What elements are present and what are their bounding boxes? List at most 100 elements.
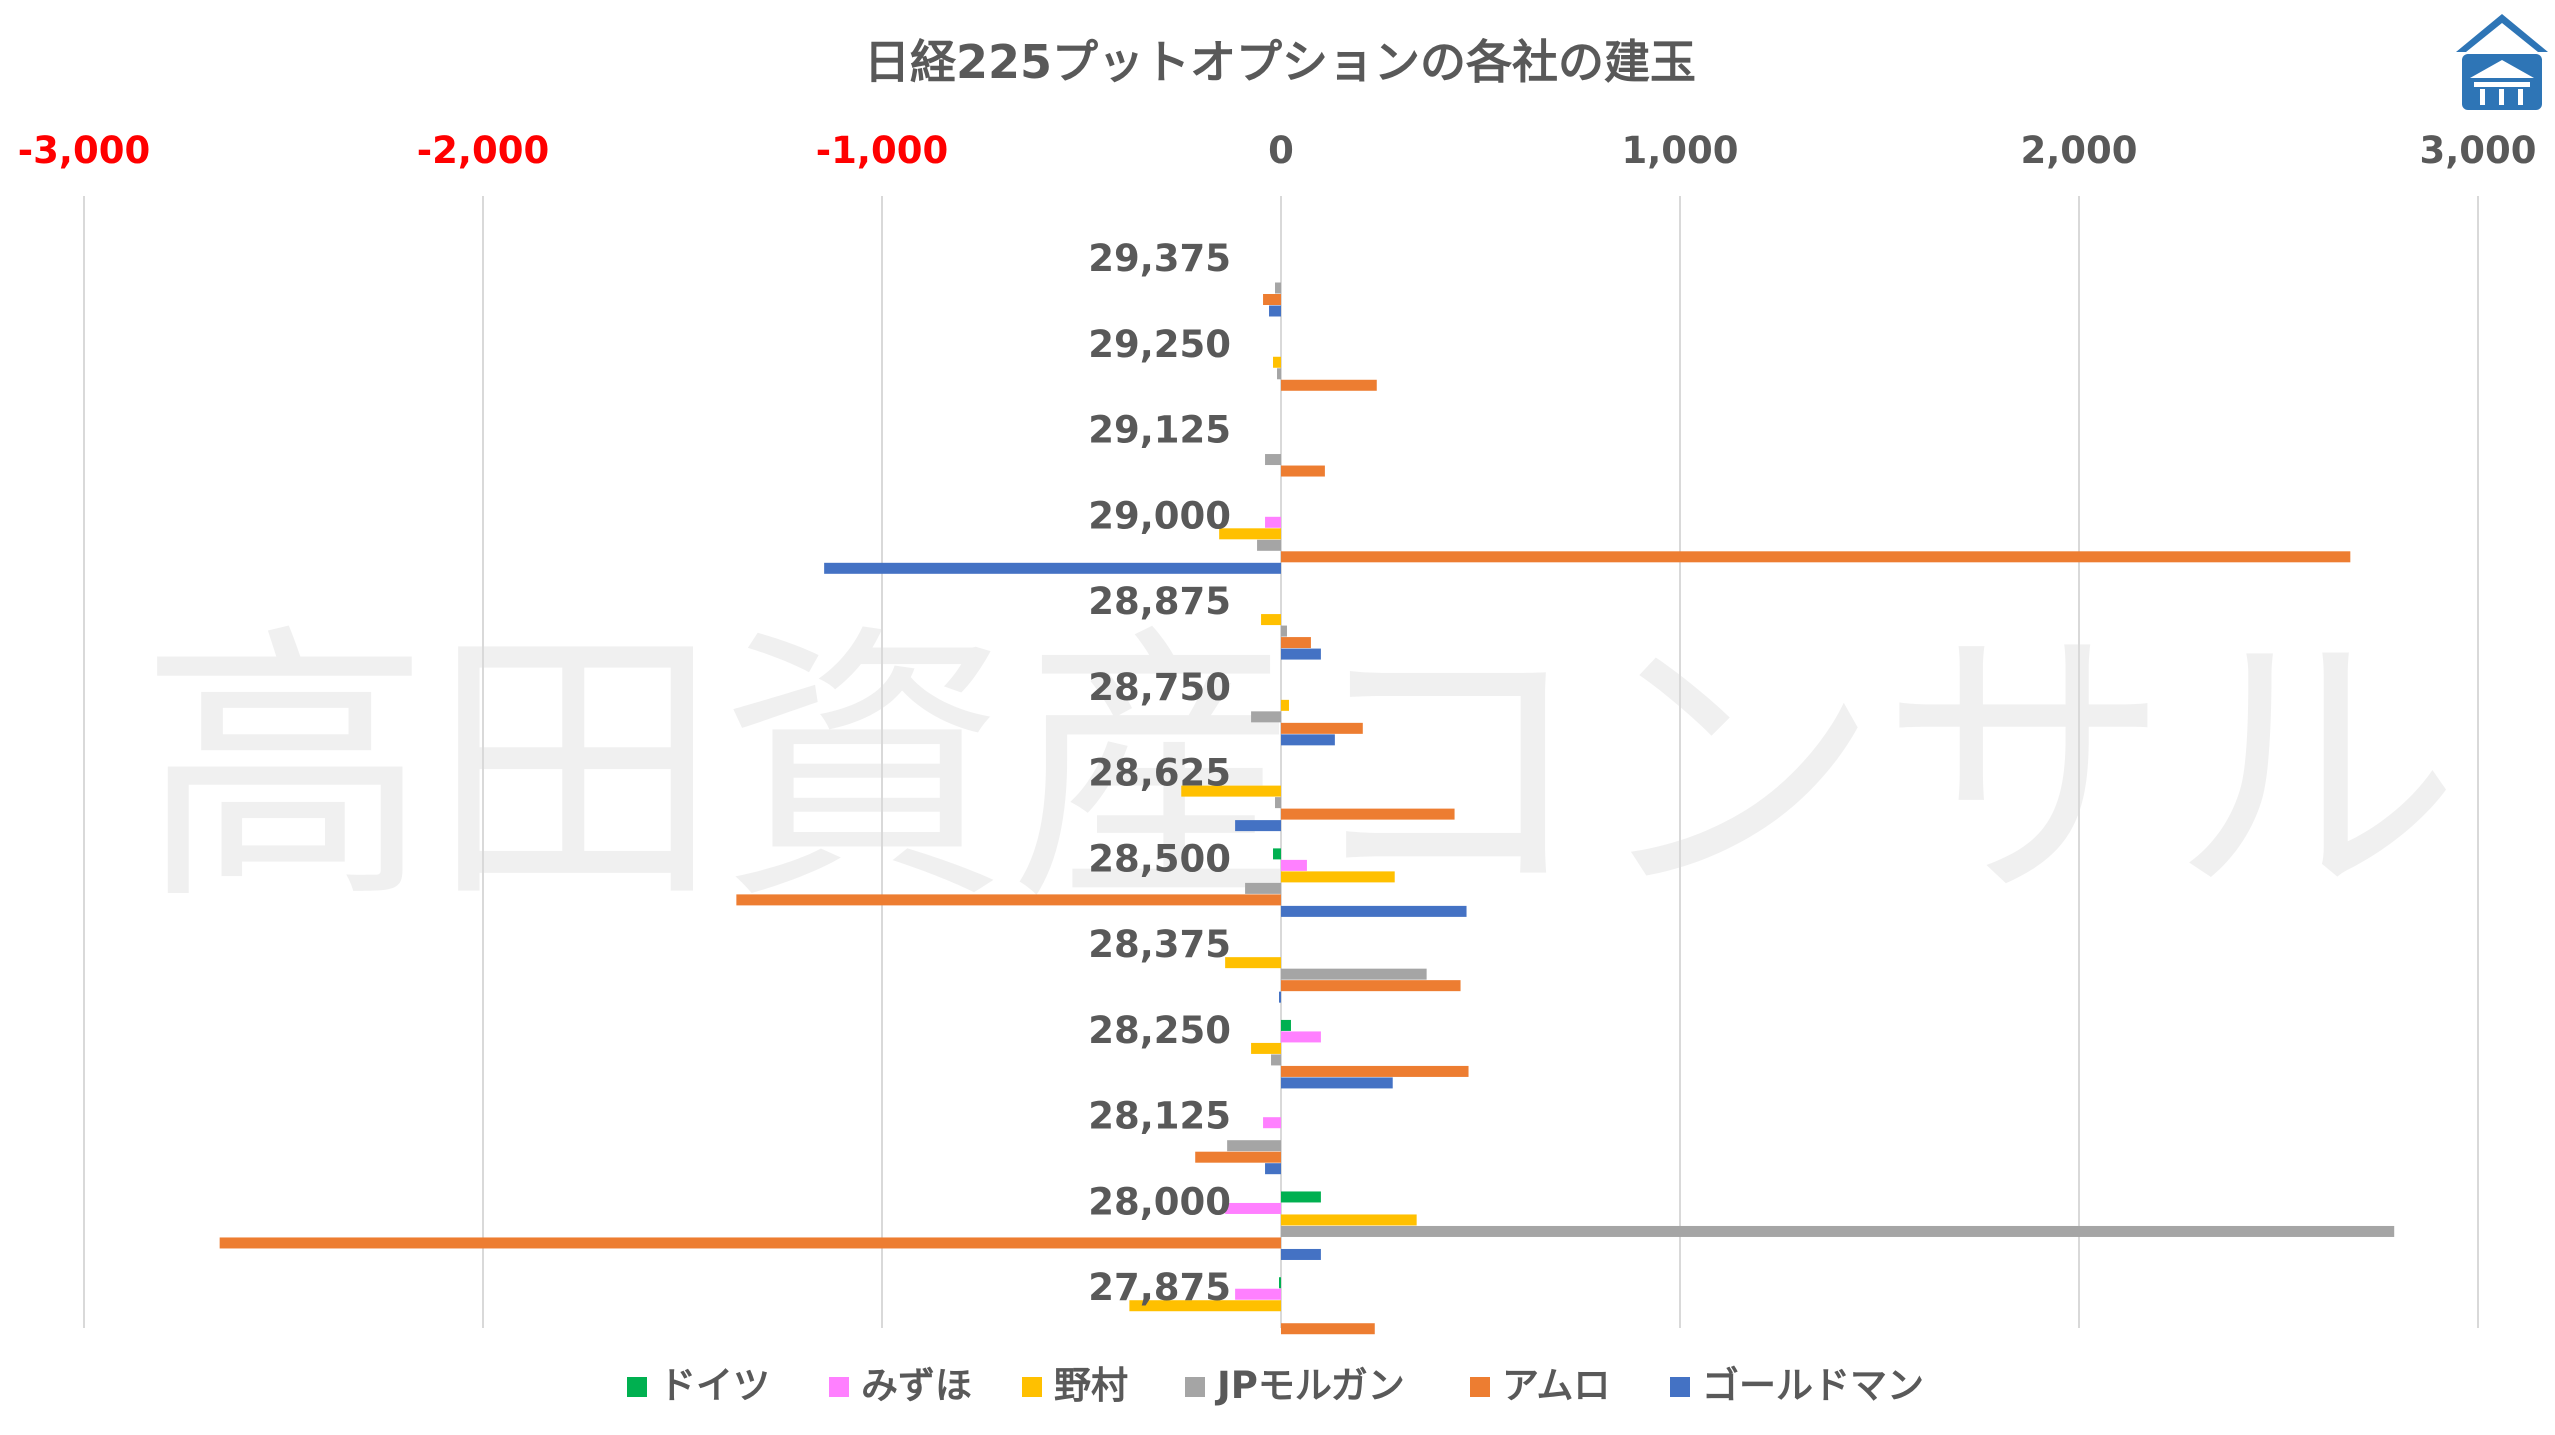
bar-ドイツ-27,875	[1279, 1277, 1282, 1289]
bar-JPモルガン-28,000	[1281, 1225, 2395, 1237]
bar-みずほ-28,125	[1263, 1117, 1281, 1129]
bar-アムロ-28,125	[1195, 1151, 1281, 1163]
bar-アムロ-29,375	[1263, 294, 1281, 305]
legend-swatch	[829, 1377, 849, 1397]
category-label-7: 28,500	[1088, 837, 1231, 880]
category-label-6: 28,625	[1088, 752, 1231, 795]
bar-野村-29,250	[1273, 356, 1281, 368]
bar-ゴールドマン-28,750	[1281, 734, 1335, 746]
category-label-9: 28,250	[1088, 1009, 1231, 1052]
category-label-10: 28,125	[1088, 1095, 1231, 1138]
bar-JPモルガン-28,875	[1281, 625, 1287, 637]
legend-item-2: 野村	[1022, 1364, 1128, 1407]
category-label-3: 29,000	[1088, 494, 1231, 537]
bar-みずほ-28,250	[1281, 1031, 1321, 1043]
bar-野村-28,750	[1281, 699, 1289, 711]
bar-みずほ-28,500	[1281, 859, 1307, 871]
bar-ゴールドマン-28,125	[1265, 1163, 1281, 1175]
category-label-5: 28,750	[1088, 666, 1231, 709]
category-label-4: 28,875	[1088, 580, 1231, 623]
x-tick-label-5: 2,000	[2020, 129, 2137, 172]
x-tick-label-1: -2,000	[417, 129, 549, 172]
bar-アムロ-28,000	[219, 1237, 1281, 1249]
bar-ゴールドマン-28,000	[1281, 1248, 1321, 1260]
category-label-12: 27,875	[1088, 1266, 1231, 1309]
bar-アムロ-28,500	[736, 894, 1281, 906]
legend-swatch	[1470, 1377, 1490, 1397]
legend-swatch	[1022, 1377, 1042, 1397]
legend: ドイツ みずほ 野村 JPモルガン アムロ ゴールドマン	[627, 1364, 1924, 1407]
bar-ゴールドマン-29,375	[1269, 305, 1281, 317]
bar-アムロ-29,000	[1281, 551, 2351, 563]
bar-アムロ-28,750	[1281, 722, 1363, 734]
bar-JPモルガン-28,625	[1275, 797, 1281, 809]
bar-JPモルガン-28,250	[1271, 1054, 1281, 1066]
bar-アムロ-27,875	[1281, 1323, 1375, 1335]
bar-みずほ-27,875	[1235, 1288, 1281, 1300]
bar-アムロ-29,250	[1281, 379, 1377, 391]
category-label-1: 29,250	[1088, 323, 1231, 366]
legend-label: アムロ	[1502, 1364, 1610, 1407]
bar-JPモルガン-28,125	[1227, 1140, 1281, 1152]
shrine-roof-logo	[2456, 14, 2548, 110]
legend-swatch	[1670, 1377, 1690, 1397]
legend-swatch	[627, 1377, 647, 1397]
bar-野村-27,875	[1129, 1300, 1281, 1312]
category-label-11: 28,000	[1088, 1180, 1231, 1223]
bar-ゴールドマン-28,625	[1235, 820, 1281, 832]
bar-ドイツ-28,250	[1281, 1019, 1291, 1031]
bar-みずほ-29,000	[1265, 516, 1281, 528]
bar-アムロ-28,625	[1281, 808, 1455, 820]
bar-アムロ-28,875	[1281, 637, 1311, 649]
bar-野村-28,000	[1281, 1214, 1417, 1226]
legend-item-4: アムロ	[1470, 1364, 1610, 1407]
bar-みずほ-28,000	[1225, 1202, 1281, 1214]
legend-item-0: ドイツ	[627, 1364, 770, 1407]
bar-JPモルガン-29,375	[1275, 282, 1281, 294]
bar-JPモルガン-28,375	[1281, 968, 1427, 980]
category-label-8: 28,375	[1088, 923, 1231, 966]
bar-ゴールドマン-28,500	[1281, 905, 1467, 917]
bar-JPモルガン-28,750	[1251, 711, 1281, 723]
legend-label: ドイツ	[659, 1364, 770, 1407]
bar-ゴールドマン-28,875	[1281, 648, 1321, 660]
legend-item-1: みずほ	[829, 1364, 972, 1407]
legend-label: 野村	[1054, 1364, 1128, 1407]
category-label-2: 29,125	[1088, 409, 1231, 452]
legend-item-5: ゴールドマン	[1670, 1364, 1924, 1407]
legend-item-3: JPモルガン	[1185, 1364, 1405, 1407]
x-tick-label-0: -3,000	[18, 129, 150, 172]
bar-アムロ-29,125	[1281, 465, 1325, 477]
bar-野村-28,625	[1181, 785, 1281, 797]
x-tick-label-6: 3,000	[2419, 129, 2536, 172]
bar-ゴールドマン-29,000	[824, 562, 1281, 574]
bars	[219, 282, 2395, 1335]
category-label-0: 29,375	[1088, 237, 1231, 280]
bar-ドイツ-28,000	[1281, 1191, 1321, 1203]
chart-title: 日経225プットオプションの各社の建玉	[864, 35, 1696, 89]
x-axis-tick-labels: -3,000 -2,000 -1,000 0 1,000 2,000 3,000	[18, 129, 2537, 172]
bar-ゴールドマン-28,375	[1279, 991, 1282, 1003]
legend-label: みずほ	[861, 1364, 972, 1407]
bar-アムロ-28,375	[1281, 980, 1461, 992]
bar-野村-29,000	[1219, 528, 1281, 540]
bar-アムロ-28,250	[1281, 1065, 1469, 1077]
bar-JPモルガン-29,125	[1265, 454, 1281, 466]
bar-JPモルガン-28,500	[1245, 882, 1281, 894]
x-tick-label-3: 0	[1268, 129, 1294, 172]
bar-ゴールドマン-28,250	[1281, 1077, 1393, 1089]
x-tick-label-4: 1,000	[1621, 129, 1738, 172]
bar-JPモルガン-29,000	[1257, 539, 1281, 551]
legend-label: JPモルガン	[1214, 1364, 1405, 1407]
legend-label: ゴールドマン	[1702, 1364, 1924, 1407]
bar-野村-28,250	[1251, 1042, 1281, 1054]
bar-野村-28,875	[1261, 614, 1281, 626]
legend-swatch	[1185, 1377, 1205, 1397]
bar-ドイツ-28,500	[1273, 848, 1281, 860]
category-labels: 29,375 29,250 29,125 29,000 28,875 28,750 28,6…	[1088, 237, 1231, 1309]
bar-JPモルガン-29,250	[1277, 368, 1281, 380]
bar-野村-28,500	[1281, 871, 1395, 883]
bar-野村-28,375	[1225, 957, 1281, 969]
x-tick-label-2: -1,000	[816, 129, 948, 172]
